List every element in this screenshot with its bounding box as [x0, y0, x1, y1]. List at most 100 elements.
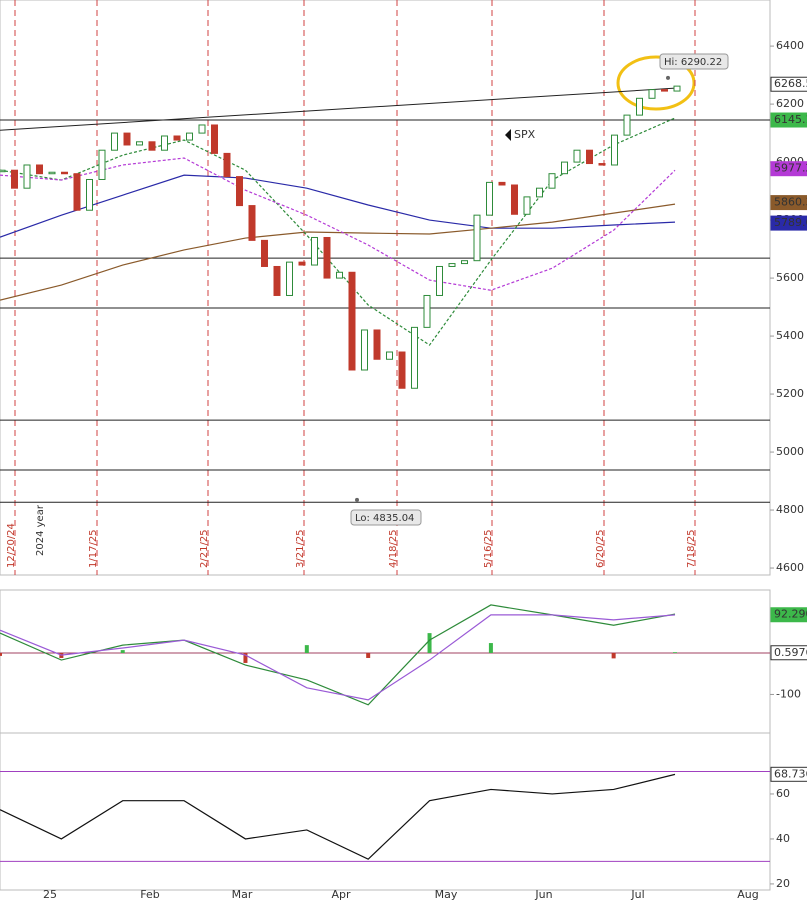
trendline [0, 87, 676, 131]
x-tick-label: 25 [43, 888, 57, 901]
price-label: 68.736 [774, 767, 807, 780]
indicator-line [0, 604, 676, 706]
indicator-line [0, 773, 676, 860]
candle [398, 351, 406, 389]
event-label: 7/18/25 [686, 529, 697, 568]
event-label: 1/17/25 [88, 529, 99, 568]
price-label: 92.290 [774, 608, 807, 621]
macd-panel [0, 589, 771, 734]
candle [373, 329, 381, 360]
candle [173, 135, 181, 141]
event-label: 12/20/24 [6, 523, 17, 568]
lo-label: Lo: 4835.04 [355, 513, 414, 524]
histogram-bar [673, 652, 677, 654]
hi-box [659, 53, 729, 70]
moving-average [0, 157, 676, 291]
event-label: 5/16/25 [483, 529, 494, 568]
y-tick-label: 6400 [776, 39, 804, 52]
hi-marker [666, 75, 670, 80]
candle [148, 141, 156, 151]
price-label: 6268.5 [774, 77, 807, 90]
candle [61, 171, 68, 175]
histogram-bar [427, 633, 432, 654]
price-label-box [770, 112, 807, 128]
annotation: SPX [514, 128, 536, 141]
candle [598, 163, 606, 166]
candle [161, 135, 168, 151]
candle [536, 187, 543, 198]
candle [136, 141, 143, 146]
hi-label: Hi: 6290.22 [664, 57, 722, 68]
candle [511, 184, 518, 215]
histogram-bar [611, 653, 616, 659]
candle [673, 85, 681, 92]
candle [311, 236, 318, 266]
price-label-box [770, 215, 807, 231]
candle [498, 181, 506, 186]
candle [661, 89, 668, 92]
y-tick-label: 20 [776, 877, 790, 890]
highlight-circle [616, 55, 696, 111]
price-label-box [770, 607, 807, 623]
histogram-bar [120, 650, 125, 654]
candle [348, 271, 356, 371]
candle [48, 171, 56, 175]
candle [586, 149, 593, 165]
candle [23, 164, 31, 189]
candle [636, 97, 643, 116]
price-label: 6145.1 [774, 113, 807, 126]
candle [11, 169, 18, 189]
histogram-bar [488, 643, 493, 654]
histogram-bar [304, 645, 309, 654]
x-tick-label: Jul [630, 888, 644, 901]
candle [648, 89, 656, 99]
candle [361, 329, 368, 371]
x-tick-label: Mar [232, 888, 253, 901]
candle [123, 132, 131, 146]
moving-average [0, 117, 676, 346]
histogram-bar [366, 653, 371, 658]
y-tick-label: 5200 [776, 387, 804, 400]
y-tick-label: 5000 [776, 445, 804, 458]
price-label: 0.5976 [774, 646, 807, 659]
y-tick-label: -100 [776, 687, 801, 700]
candle [473, 214, 481, 262]
x-tick-label: Aug [737, 888, 758, 901]
x-tick-label: Apr [331, 888, 351, 901]
moving-average [0, 203, 676, 301]
candle [273, 265, 281, 296]
histogram-bar [243, 653, 248, 663]
event-label: 3/21/25 [295, 529, 306, 568]
main-panel [0, 0, 771, 576]
indicator-line [0, 614, 676, 701]
candle [573, 149, 581, 163]
candle [0, 169, 6, 173]
price-label: 5860.3 [774, 196, 807, 209]
candle [423, 294, 431, 328]
candle [436, 265, 443, 296]
candle [611, 134, 618, 166]
candle [236, 176, 243, 207]
price-label-box [770, 766, 807, 782]
spx-arrow [505, 129, 511, 141]
y-tick-label: 4800 [776, 503, 804, 516]
x-tick-label: Feb [140, 888, 159, 901]
event-label: 4/18/25 [388, 529, 399, 568]
y-tick-label: 5400 [776, 329, 804, 342]
candle [561, 161, 568, 175]
candle [211, 124, 218, 154]
candle [111, 132, 118, 151]
y-tick-label: 40 [776, 832, 790, 845]
candle [36, 164, 43, 175]
y-tick-label: 6200 [776, 97, 804, 110]
candle [298, 261, 306, 266]
y-tick-label: 60 [776, 787, 790, 800]
candle [286, 261, 293, 296]
candle [323, 236, 331, 279]
candle [411, 326, 418, 389]
candle [461, 260, 468, 265]
lo-marker [355, 497, 359, 502]
x-tick-label: May [435, 888, 458, 901]
candle [548, 173, 556, 189]
